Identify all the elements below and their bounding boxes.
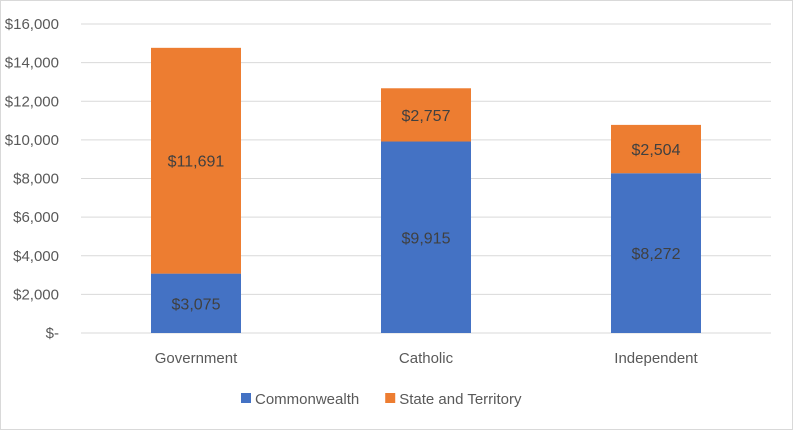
x-tick-label: Government bbox=[155, 350, 238, 367]
y-axis: $- $2,000 $4,000 $6,000 $8,000 $10,000 $12,000… bbox=[5, 16, 59, 342]
data-label: $9,915 bbox=[402, 230, 451, 247]
bar-segment bbox=[381, 88, 471, 142]
data-label: $3,075 bbox=[172, 296, 221, 313]
bar-segment bbox=[151, 47, 241, 274]
legend-label: State and Territory bbox=[399, 391, 522, 408]
data-label: $2,504 bbox=[632, 142, 681, 159]
y-tick-label: $16,000 bbox=[5, 16, 59, 33]
y-tick-label: $4,000 bbox=[13, 248, 59, 265]
y-tick-label: $6,000 bbox=[13, 209, 59, 226]
y-tick-label: $2,000 bbox=[13, 286, 59, 303]
y-tick-label: $12,000 bbox=[5, 93, 59, 110]
legend: Commonwealth State and Territory bbox=[241, 391, 522, 408]
bar-segment bbox=[151, 273, 241, 333]
data-label: $11,691 bbox=[168, 154, 225, 171]
y-tick-label: $10,000 bbox=[5, 132, 59, 149]
y-tick-label: $14,000 bbox=[5, 55, 59, 72]
data-label: $2,757 bbox=[402, 108, 451, 125]
bars: $3,075 $11,691 $9,915 $2,757 $8,272 $2,504 bbox=[151, 47, 701, 333]
legend-swatch bbox=[385, 393, 396, 403]
bar-segment bbox=[381, 141, 471, 333]
x-tick-label: Catholic bbox=[399, 350, 454, 367]
legend-swatch bbox=[241, 393, 251, 403]
legend-label: Commonwealth bbox=[255, 391, 359, 408]
y-tick-label: $- bbox=[46, 325, 59, 342]
bar-segment bbox=[611, 173, 701, 333]
x-tick-label: Independent bbox=[614, 350, 698, 367]
bar-segment bbox=[611, 124, 701, 174]
y-tick-label: $8,000 bbox=[13, 171, 59, 188]
x-axis: Government Catholic Independent bbox=[155, 350, 699, 367]
data-label: $8,272 bbox=[632, 246, 681, 263]
